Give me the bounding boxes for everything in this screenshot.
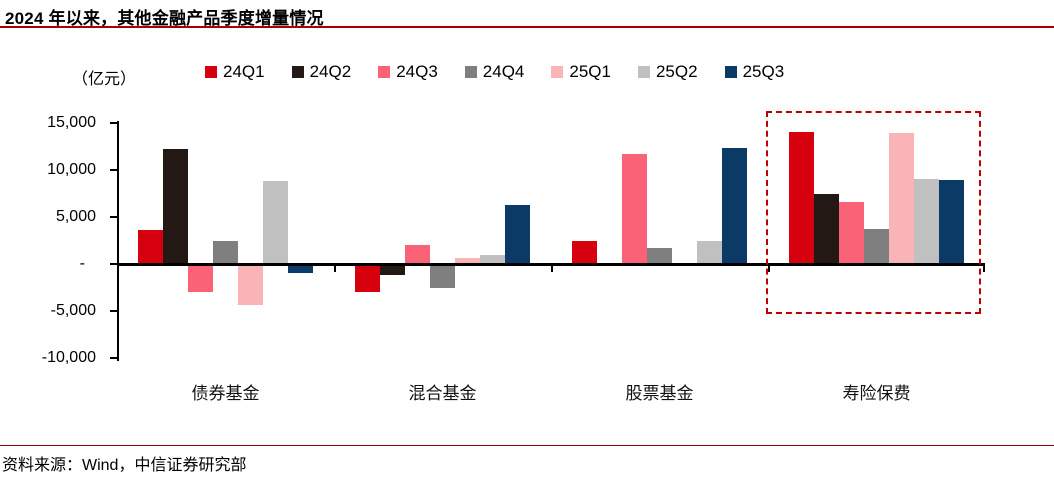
bar-24Q4-股票基金	[647, 248, 672, 264]
legend-label: 25Q1	[569, 62, 611, 81]
bar-24Q4-寿险保费	[864, 229, 889, 264]
bar-25Q3-混合基金	[505, 205, 530, 264]
bar-25Q2-混合基金	[480, 254, 505, 264]
bar-24Q4-债券基金	[213, 241, 238, 264]
bar-25Q3-债券基金	[288, 264, 313, 274]
legend-swatch-icon	[205, 66, 217, 78]
chart-legend: 24Q1 24Q2 24Q3 24Q4 25Q1 25Q2 25Q3	[205, 62, 784, 82]
y-axis-tick-label: -10,000	[41, 349, 96, 366]
bar-24Q4-混合基金	[430, 264, 455, 289]
bar-25Q2-股票基金	[697, 240, 722, 264]
x-axis-category-label: 债券基金	[191, 384, 260, 403]
x-axis-tick	[334, 266, 336, 272]
y-axis-line	[117, 121, 119, 361]
bar-24Q2-混合基金	[380, 264, 405, 276]
bar-24Q1-股票基金	[572, 240, 597, 264]
legend-item-25Q2: 25Q2	[637, 62, 698, 82]
x-axis-line	[117, 263, 985, 266]
legend-swatch-icon	[724, 66, 737, 78]
x-axis-tick	[117, 266, 119, 272]
bar-25Q2-债券基金	[263, 181, 288, 264]
bar-24Q3-股票基金	[622, 154, 647, 264]
highlight-box	[766, 111, 981, 314]
legend-label: 25Q3	[742, 62, 785, 81]
legend-item-25Q3: 25Q3	[724, 62, 785, 82]
legend-swatch-icon	[291, 66, 304, 78]
legend-item-25Q1: 25Q1	[551, 62, 611, 82]
y-axis-tick	[110, 263, 117, 265]
bar-25Q1-混合基金	[455, 258, 480, 264]
x-axis-tick	[983, 266, 985, 272]
figure-title: 2024 年以来，其他金融产品季度增量情况	[5, 9, 324, 28]
x-axis-tick	[551, 266, 553, 272]
legend-item-24Q3: 24Q3	[378, 62, 438, 82]
legend-item-24Q1: 24Q1	[205, 62, 265, 82]
y-axis-tick	[110, 216, 117, 218]
y-axis-tick-label: 10,000	[47, 161, 96, 178]
legend-swatch-icon	[551, 66, 564, 78]
footer-divider	[0, 445, 1054, 446]
legend-label: 24Q3	[396, 62, 438, 81]
y-axis-tick-label: -5,000	[50, 302, 96, 319]
bar-25Q3-股票基金	[722, 148, 747, 264]
y-axis-unit-label: （亿元）	[72, 71, 137, 88]
bar-25Q1-寿险保费	[889, 133, 914, 264]
y-axis-tick	[110, 169, 117, 171]
legend-label: 24Q4	[482, 62, 525, 81]
y-axis-tick-label: -	[79, 255, 85, 272]
legend-label: 24Q2	[309, 62, 352, 81]
y-axis-tick-label: 5,000	[55, 208, 96, 225]
legend-label: 25Q2	[655, 62, 698, 81]
bar-24Q1-混合基金	[355, 264, 380, 293]
bar-24Q1-债券基金	[138, 230, 163, 264]
source-note: 资料来源：Wind，中信证券研究部	[2, 457, 247, 474]
legend-swatch-icon	[637, 66, 650, 78]
title-divider	[0, 26, 1054, 28]
legend-swatch-icon	[378, 66, 391, 78]
x-axis-category-label: 寿险保费	[842, 384, 911, 403]
bar-24Q3-寿险保费	[839, 201, 864, 264]
legend-item-24Q2: 24Q2	[291, 62, 352, 82]
x-axis-category-label: 股票基金	[625, 384, 694, 403]
x-axis-category-label: 混合基金	[408, 384, 477, 403]
bar-24Q2-寿险保费	[814, 193, 839, 264]
legend-swatch-icon	[464, 66, 477, 78]
bar-24Q3-混合基金	[405, 245, 430, 264]
bar-24Q1-寿险保费	[789, 132, 814, 264]
bar-25Q1-债券基金	[238, 264, 263, 306]
bar-24Q2-债券基金	[163, 149, 188, 264]
bar-24Q3-债券基金	[188, 264, 213, 293]
y-axis-tick	[110, 357, 117, 359]
x-axis-tick	[768, 266, 770, 272]
legend-item-24Q4: 24Q4	[464, 62, 525, 82]
legend-label: 24Q1	[223, 62, 265, 81]
y-axis-tick-label: 15,000	[47, 114, 96, 131]
y-axis-tick	[110, 122, 117, 124]
bar-25Q3-寿险保费	[939, 180, 964, 264]
y-axis-tick	[110, 310, 117, 312]
bar-25Q2-寿险保费	[914, 178, 939, 264]
